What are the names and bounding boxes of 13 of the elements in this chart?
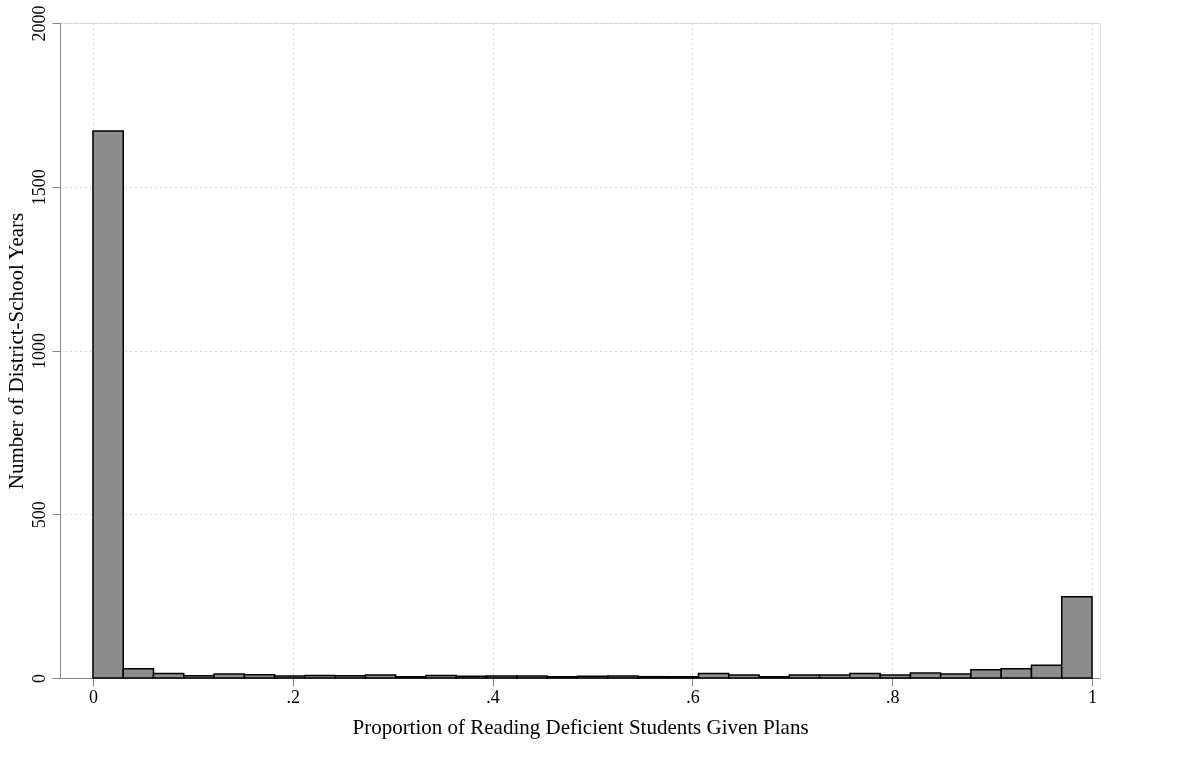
y-tick-label: 1000 bbox=[28, 333, 49, 369]
x-tick-label: .6 bbox=[686, 686, 700, 707]
y-tick-label: 2000 bbox=[28, 5, 49, 42]
y-axis-title: Number of District-School Years bbox=[3, 212, 28, 490]
x-axis-title: Proportion of Reading Deficient Students Given Plans bbox=[352, 714, 809, 739]
x-tick-label: 1 bbox=[1088, 686, 1098, 707]
y-tick-label: 1500 bbox=[28, 169, 49, 206]
y-tick-label: 0 bbox=[28, 674, 49, 683]
x-tick-label: .4 bbox=[486, 686, 500, 707]
y-tick-label: 500 bbox=[28, 501, 49, 529]
x-tick-label: .2 bbox=[286, 686, 301, 707]
x-tick-label: 0 bbox=[88, 686, 98, 707]
x-tick-label: .8 bbox=[885, 686, 900, 707]
